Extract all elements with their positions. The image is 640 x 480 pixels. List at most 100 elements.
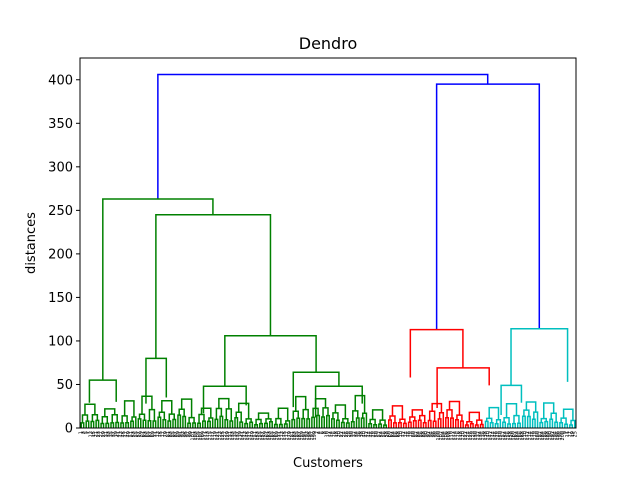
cluster-link xyxy=(121,415,128,424)
leaf-label: 12 xyxy=(327,431,333,437)
leaf-label: 147 xyxy=(247,431,253,441)
cluster-link xyxy=(326,414,330,428)
leaf-label: 20 xyxy=(337,431,343,437)
leaf-label: 140 xyxy=(485,431,491,441)
cluster-link xyxy=(531,418,536,428)
cluster-link xyxy=(180,398,193,418)
cluster-link xyxy=(257,412,270,420)
cluster-link xyxy=(523,409,530,417)
leaf-label: 159 xyxy=(262,431,268,441)
leaf-label: 91 xyxy=(178,431,184,437)
leaf-label: 182 xyxy=(538,431,544,441)
leaf-label: 145 xyxy=(245,431,251,441)
cluster-link xyxy=(525,401,537,413)
cluster-link xyxy=(378,423,383,428)
leaf-label: 49 xyxy=(126,431,132,437)
leaf-label: 48 xyxy=(371,431,377,437)
leaf-label: 2 xyxy=(314,431,320,434)
leaf-label: 169 xyxy=(275,431,281,441)
leaf-label: 10 xyxy=(324,431,330,437)
cluster-link xyxy=(188,416,195,424)
leaf-label: 14 xyxy=(329,431,335,437)
cluster-link xyxy=(244,422,249,428)
cluster-link xyxy=(268,421,273,428)
cluster-link xyxy=(459,420,464,428)
cluster-link xyxy=(543,402,555,419)
leaf-label: 116 xyxy=(456,431,462,441)
cluster-link xyxy=(80,422,85,428)
cluster-link xyxy=(81,414,89,423)
cluster-link xyxy=(488,406,500,420)
leaf-label: 27 xyxy=(99,431,105,437)
merge-link xyxy=(224,334,317,387)
cluster-link xyxy=(85,420,90,428)
cluster-link xyxy=(131,416,137,428)
cluster-link xyxy=(237,402,250,419)
leaf-label: 167 xyxy=(272,431,278,441)
leaf-label: 68 xyxy=(396,431,402,437)
leaf-label: 123 xyxy=(218,431,224,441)
leaf-label: 45 xyxy=(121,431,127,437)
cluster-link xyxy=(503,416,510,425)
cluster-link xyxy=(388,419,392,428)
y-tick-label: 200 xyxy=(48,247,73,262)
leaf-label: 78 xyxy=(409,431,415,437)
leaf-label: 187 xyxy=(297,431,303,441)
cluster-link xyxy=(254,424,259,428)
leaf-label: 4 xyxy=(317,431,323,434)
leaf-label: 156 xyxy=(505,431,511,441)
cluster-link xyxy=(225,408,233,422)
leaf-label: 110 xyxy=(448,431,454,441)
leaf-label: 25 xyxy=(572,431,578,437)
leaf-label: 143 xyxy=(242,431,248,441)
y-axis: 0 50 100 150 200 250 300 350 400 xyxy=(48,73,80,437)
leaf-label: 98 xyxy=(433,431,439,437)
leaf-label: 74 xyxy=(404,431,410,437)
leaf-label: 160 xyxy=(510,431,516,441)
leaf-label: 186 xyxy=(543,431,549,441)
cluster-link xyxy=(448,400,461,416)
leaf-label: 168 xyxy=(520,431,526,441)
leaf-label: 196 xyxy=(555,431,561,441)
leaf-label: 89 xyxy=(175,431,181,437)
cluster-link xyxy=(345,422,350,428)
merge-link xyxy=(145,357,168,404)
cluster-link xyxy=(502,421,507,428)
y-tick-label: 400 xyxy=(48,73,73,88)
leaf-label: 106 xyxy=(443,431,449,441)
cluster-link xyxy=(152,420,157,428)
cluster-link xyxy=(392,422,397,428)
cluster-link xyxy=(335,419,340,428)
cluster-link xyxy=(554,421,559,428)
cluster-link xyxy=(249,421,254,428)
leaf-label: 61 xyxy=(141,431,147,437)
leaf-label: 19 xyxy=(570,431,576,437)
cluster-link xyxy=(330,418,335,428)
leaf-label: 36 xyxy=(357,431,363,437)
cluster-link xyxy=(239,421,244,428)
leaf-label: 142 xyxy=(488,431,494,441)
leaf-label: 155 xyxy=(257,431,263,441)
cluster-link xyxy=(275,417,282,425)
cluster-link xyxy=(411,409,423,417)
leaf-label: 198 xyxy=(557,431,563,441)
cluster-link xyxy=(369,418,376,425)
cluster-link xyxy=(505,403,518,418)
cluster-link xyxy=(168,413,175,422)
merge-link xyxy=(202,385,247,414)
leaf-label: 88 xyxy=(421,431,427,437)
leaf-label: 191 xyxy=(302,431,308,441)
leaf-label: 1 xyxy=(79,431,85,434)
leaf-label: 105 xyxy=(195,431,201,441)
cluster-link xyxy=(101,416,109,424)
merge-link xyxy=(510,328,569,386)
merge-link xyxy=(157,73,489,200)
cluster-link xyxy=(391,405,404,420)
cluster-link xyxy=(368,423,373,428)
cluster-link xyxy=(120,422,125,428)
leaf-label: 109 xyxy=(200,431,206,441)
leaf-label: 112 xyxy=(451,431,457,441)
cluster-link xyxy=(445,417,450,428)
leaf-label: 97 xyxy=(185,431,191,437)
leaf-label: 165 xyxy=(270,431,276,441)
